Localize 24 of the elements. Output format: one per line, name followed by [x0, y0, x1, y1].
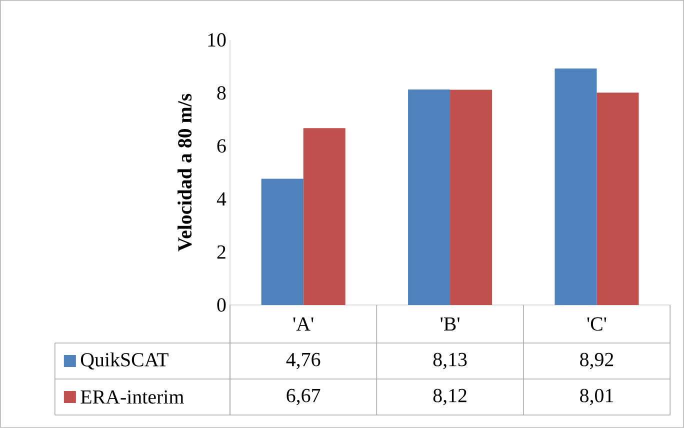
legend-label: ERA-interim: [80, 390, 184, 404]
bar: [554, 68, 597, 306]
y-tick-label: 6: [217, 139, 226, 153]
bar: [450, 90, 492, 306]
x-tick-label: 'B': [440, 317, 460, 331]
data-label: 8,92: [580, 352, 614, 370]
data-label: 8,12: [433, 388, 466, 406]
legend-label: QuikSCAT: [80, 352, 168, 370]
bar: [596, 92, 639, 306]
bar: [303, 128, 346, 306]
y-tick-label: 4: [216, 192, 226, 206]
y-tick-label: 10: [208, 33, 226, 47]
data-label: 8,01: [580, 388, 613, 406]
x-tick-label: 'C': [587, 317, 606, 331]
bar: [408, 90, 450, 306]
bar: [261, 178, 304, 306]
data-label: 8,13: [433, 352, 467, 370]
x-tick-label: 'A': [293, 317, 314, 331]
data-label: 4,76: [286, 352, 320, 370]
y-tick-label: 8: [217, 86, 226, 100]
y-axis-title: Velocidad a 80 m/s: [178, 94, 192, 252]
data-label: 6,67: [286, 388, 320, 406]
y-tick-label: 0: [217, 298, 226, 312]
y-tick-label: 2: [217, 245, 226, 259]
